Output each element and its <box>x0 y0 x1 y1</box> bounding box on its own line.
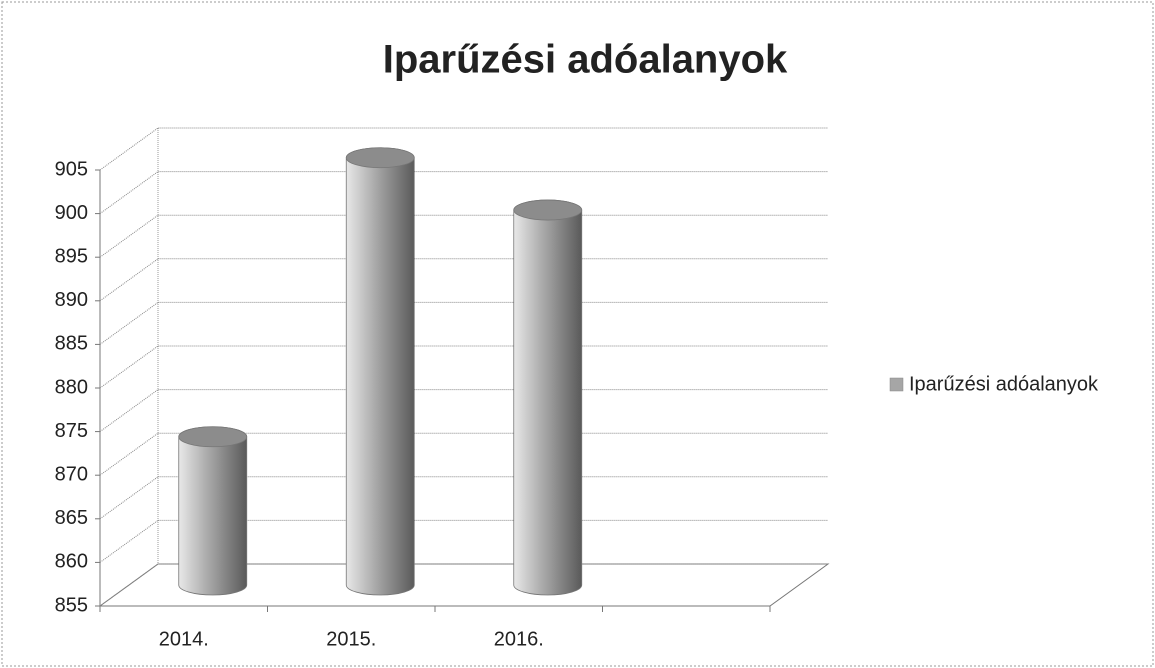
y-tick-label: 880 <box>55 376 88 398</box>
bar <box>178 426 248 596</box>
x-tick-label: 2016. <box>494 628 544 650</box>
legend-marker <box>889 377 904 392</box>
legend-label: Iparűzési adóalanyok <box>909 373 1099 395</box>
grid-line <box>99 563 828 607</box>
y-tick-label: 870 <box>55 463 88 485</box>
x-tick-label: 2015. <box>326 628 376 650</box>
grid-line <box>99 127 828 171</box>
x-tick-label: 2014. <box>159 628 209 650</box>
y-tick-label: 905 <box>55 158 88 180</box>
chart-title: Iparűzési adóalanyok <box>383 38 788 82</box>
grid-line <box>99 301 828 345</box>
floor <box>99 563 830 607</box>
grid-line <box>99 432 828 476</box>
y-tick-label: 890 <box>55 289 88 311</box>
y-tick-label: 900 <box>55 202 88 224</box>
bar-cap <box>513 199 583 221</box>
bar <box>345 147 415 596</box>
grid-line <box>99 258 828 302</box>
bar-cap <box>178 426 248 448</box>
grid-line <box>99 519 828 563</box>
y-tick-label: 875 <box>55 420 88 442</box>
grid-line <box>99 171 828 215</box>
y-tick-label: 865 <box>55 507 88 529</box>
grid-line <box>99 214 828 258</box>
grid-line <box>99 476 828 520</box>
grid-line <box>99 345 828 389</box>
bar <box>513 199 583 596</box>
y-tick-label: 860 <box>55 551 88 573</box>
grid-line <box>99 389 828 433</box>
y-tick-label: 855 <box>55 594 88 616</box>
y-tick-label: 885 <box>55 333 88 355</box>
bar-cap <box>345 147 415 169</box>
y-tick-label: 895 <box>55 245 88 267</box>
